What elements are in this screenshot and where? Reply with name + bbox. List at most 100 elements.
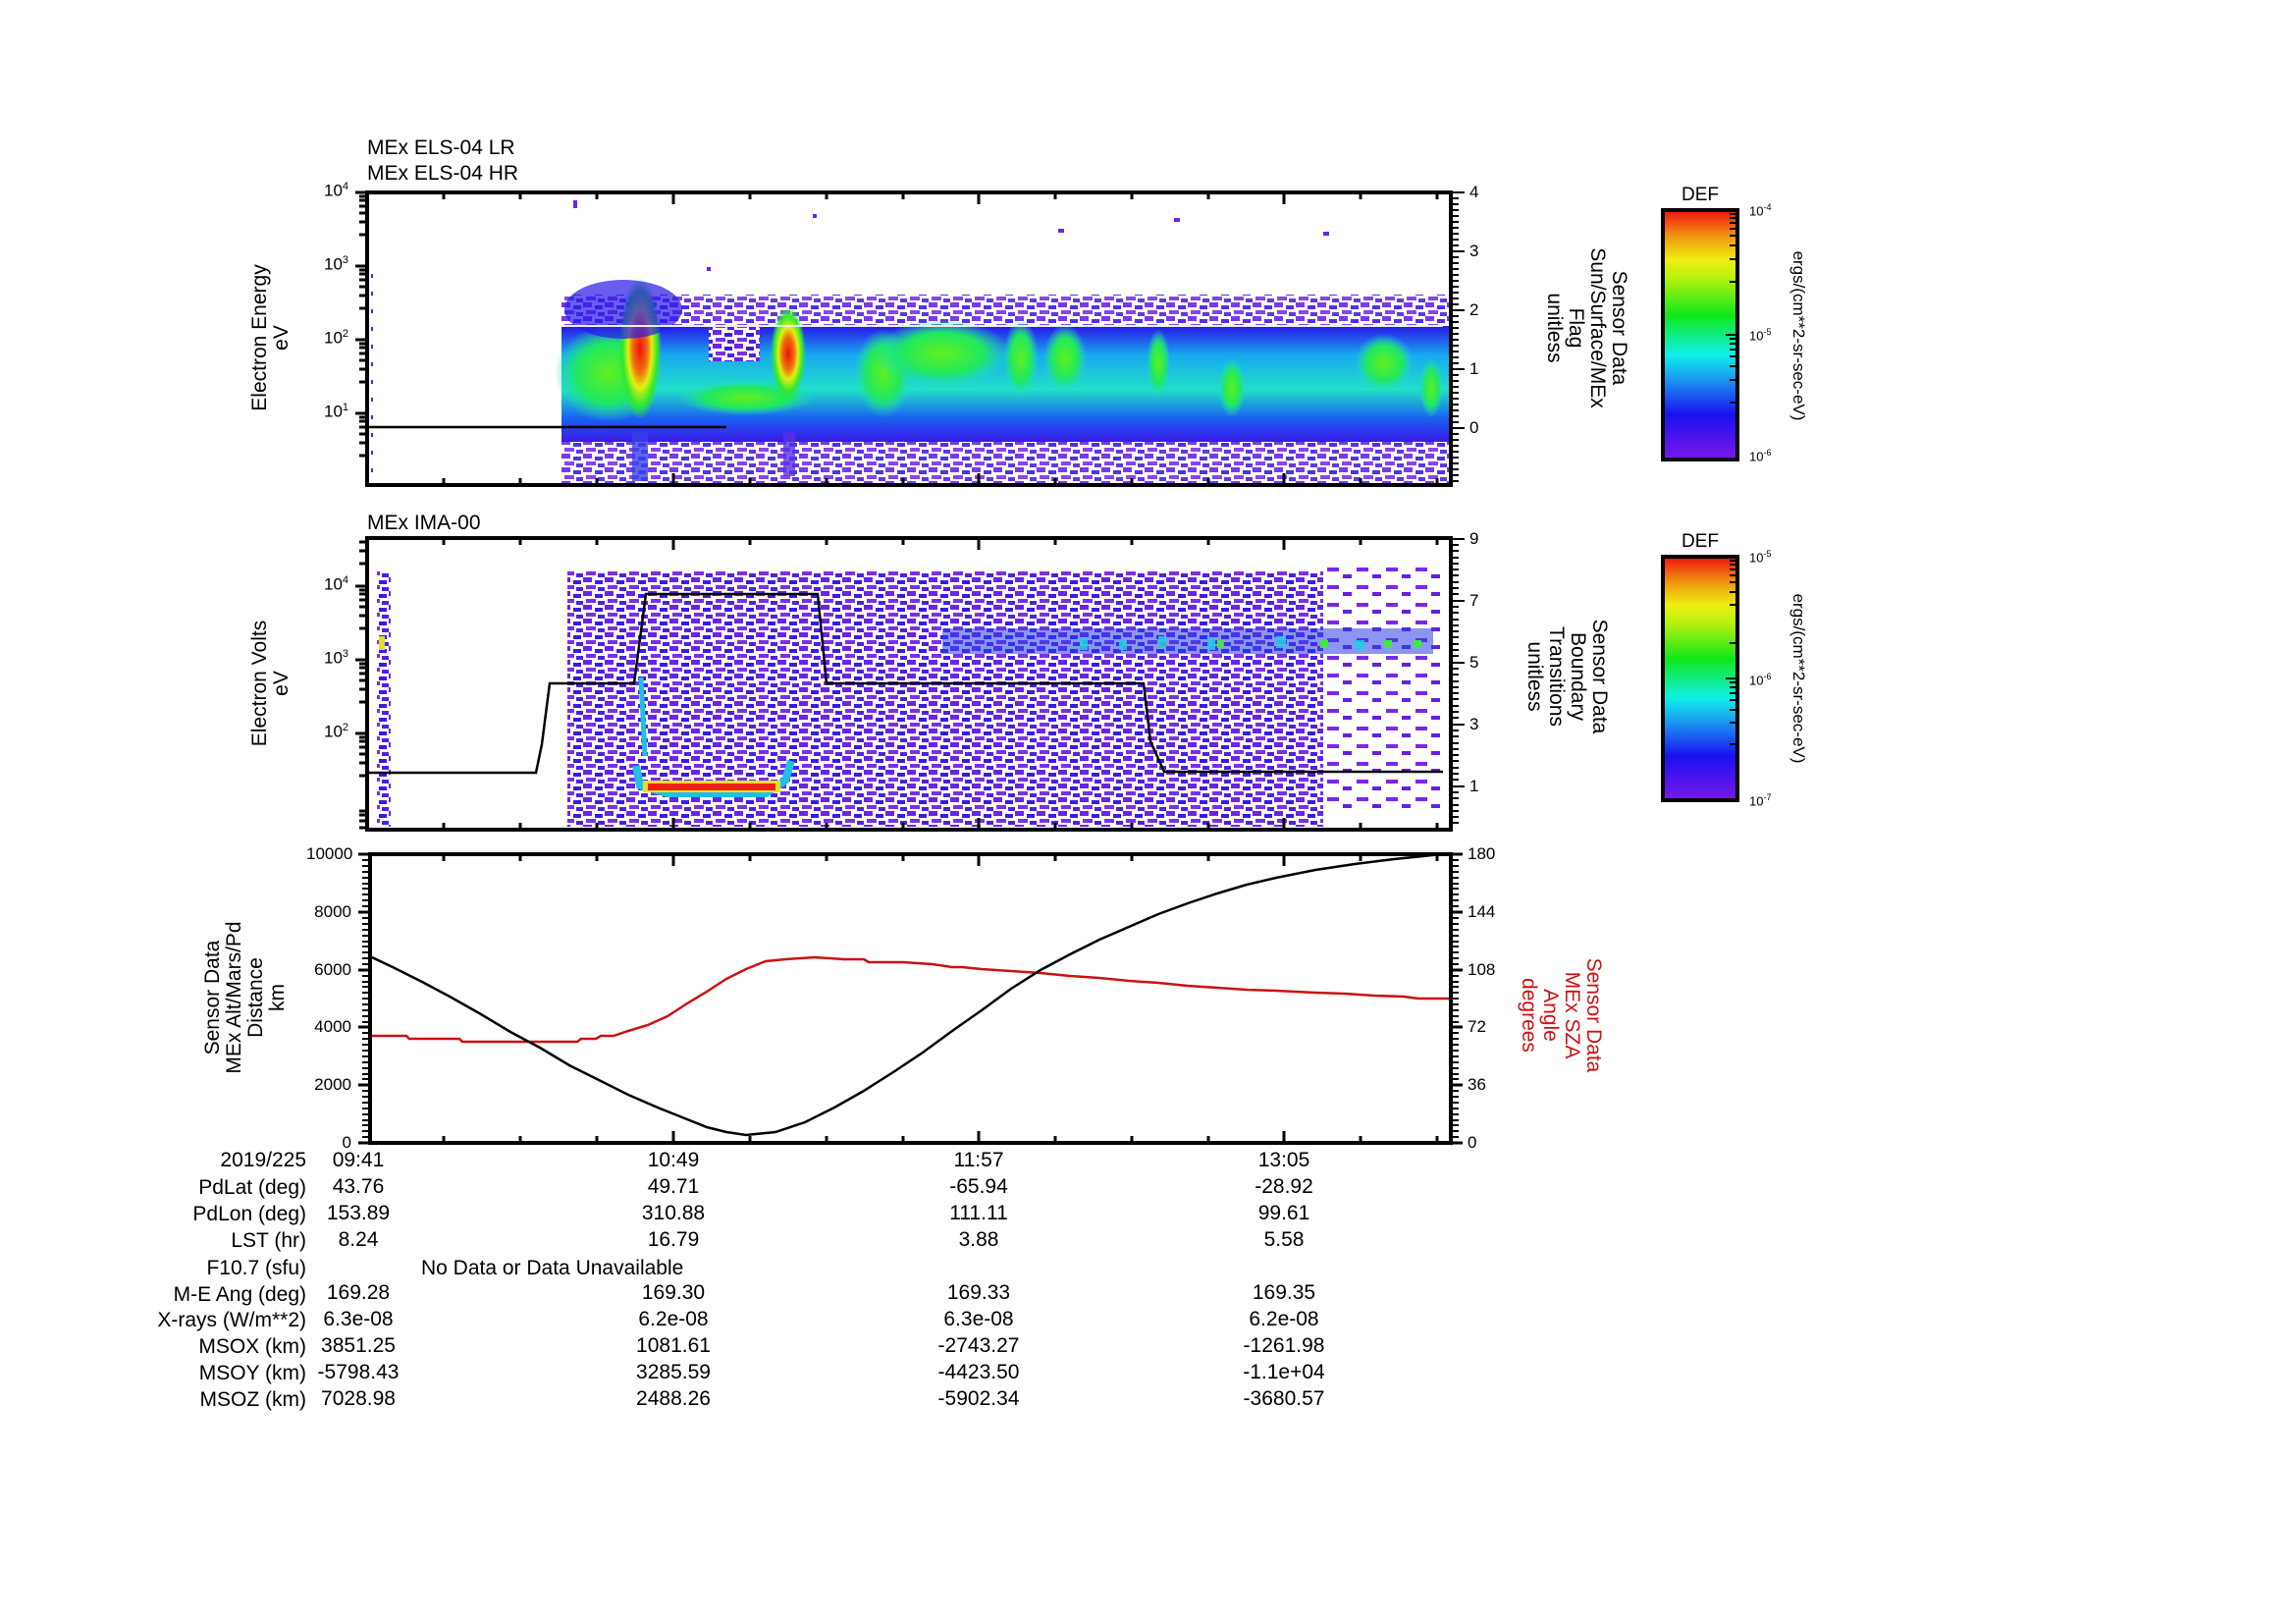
eph-val: 6.3e-08: [323, 1308, 394, 1330]
eph-label-f107: F10.7 (sfu): [206, 1257, 306, 1279]
colorbar1-title: DEF: [1682, 185, 1719, 205]
panel1-rlabel-line2: Sun/Surface/MEx: [1586, 247, 1609, 408]
panel1-right-minor-ticks: [1451, 197, 1459, 482]
panel3-line-plot: [370, 851, 1451, 1143]
panel3-left-ticks: [358, 852, 370, 1145]
eph-label-msox: MSOX (km): [198, 1335, 306, 1358]
panel2-right-axis-label: Sensor Data Boundary Transitions unitles…: [1523, 568, 1611, 784]
panel3-ytick-4000: 4000: [314, 1017, 351, 1036]
eph-val: 2488.26: [636, 1387, 711, 1410]
colorbar2-title: DEF: [1682, 531, 1719, 552]
panel2-rtick-7: 7: [1469, 591, 1479, 610]
eph-label-lst: LST (hr): [231, 1229, 306, 1252]
panel3-ytick-0: 0: [342, 1133, 351, 1152]
eph-val: 310.88: [641, 1202, 706, 1224]
eph-val: -5798.43: [317, 1361, 400, 1383]
eph-column-1305: 13:05 -28.92 99.61 5.58 169.35 6.2e-08 -…: [1225, 1149, 1343, 1414]
panel1-rtick-2: 2: [1469, 300, 1479, 319]
eph-val: 8.24: [338, 1228, 379, 1251]
panel3-y-axis-label: Sensor Data MEx Alt/Mars/Pd Distance km: [201, 890, 289, 1106]
panel1-spectrogram: [367, 192, 1451, 485]
panel3-rtick-36: 36: [1468, 1075, 1486, 1094]
colorbar1-top-tick: 10-4: [1749, 202, 1772, 219]
eph-val: 169.33: [946, 1281, 1011, 1304]
eph-label-msoy: MSOY (km): [198, 1362, 306, 1384]
panel3-rlabel-line3: Angle: [1539, 989, 1562, 1042]
eph-val: 49.71: [647, 1175, 700, 1198]
panel1-ytick-1e1: 101: [324, 402, 349, 421]
colorbar1-units: ergs/(cm**2-sr-sec-eV): [1789, 250, 1808, 421]
panel3-rlabel-line2: MEx SZA: [1561, 971, 1583, 1059]
colorbar2-top-tick: 10-5: [1749, 549, 1772, 566]
panel3-left-minor-ticks: [362, 859, 370, 1138]
colorbar2-bottom-tick: 10-7: [1749, 792, 1772, 809]
eph-val: 111.11: [949, 1202, 1008, 1224]
panel2-rtick-5: 5: [1469, 653, 1479, 672]
eph-val: 10:49: [647, 1149, 700, 1171]
eph-val: -65.94: [949, 1175, 1008, 1198]
eph-val: 13:05: [1257, 1149, 1310, 1171]
eph-val: 16.79: [647, 1228, 700, 1251]
eph-label-me-ang: M-E Ang (deg): [173, 1283, 306, 1306]
panel2-rlabel-line1: Sensor Data: [1588, 619, 1611, 734]
panel3-ylabel-line3: Distance: [244, 957, 267, 1038]
panel1-rtick-3: 3: [1469, 242, 1479, 260]
colorbar1-bottom-tick: 10-6: [1749, 448, 1772, 464]
eph-label-msoz: MSOZ (km): [199, 1388, 306, 1411]
panel3-ytick-6000: 6000: [314, 960, 351, 979]
panel3-x-ticks: [442, 854, 1439, 1143]
colorbar1-mid-tick: 10-5: [1749, 327, 1772, 344]
eph-val: [1225, 1255, 1343, 1281]
panel2-rlabel-line2: Boundary: [1567, 632, 1589, 721]
panel1-ytick-1e3: 103: [324, 254, 349, 274]
eph-label-xrays: X-rays (W/m**2): [157, 1309, 306, 1331]
altitude-line: [371, 851, 1450, 1137]
panel3-right-minor-ticks: [1451, 859, 1459, 1138]
panel3-right-ticks: [1451, 852, 1463, 1145]
eph-column-1049: 10:49 49.71 310.88 16.79 169.30 6.2e-08 …: [614, 1149, 732, 1414]
panel2-x-ticks: [442, 538, 1439, 830]
panel3-ylabel-line4: km: [266, 984, 289, 1011]
panel1-title-hr: MEx ELS-04 HR: [367, 162, 519, 185]
panel1-title-lr: MEx ELS-04 LR: [367, 136, 515, 159]
colorbar2-mid-tick: 10-6: [1749, 672, 1772, 688]
panel3-right-axis-label: Sensor Data MEx SZA Angle degrees: [1518, 927, 1605, 1104]
eph-val: [920, 1255, 1038, 1281]
panel2-rtick-3: 3: [1469, 715, 1479, 733]
panel2-title: MEx IMA-00: [367, 512, 481, 534]
eph-val: 169.35: [1252, 1281, 1316, 1304]
panel2-rtick-9: 9: [1469, 529, 1479, 548]
panel2-rlabel-line4: unitless: [1523, 641, 1546, 712]
panel1-rtick-4: 4: [1469, 183, 1479, 201]
panel1-rlabel-line3: Flag: [1565, 307, 1587, 349]
panel3-ytick-10000: 10000: [306, 844, 353, 863]
panel1-left-ticks: [355, 190, 367, 458]
colorbar2-units: ergs/(cm**2-sr-sec-eV): [1789, 593, 1808, 764]
panel2-frame: [365, 536, 1453, 832]
sza-line: [372, 955, 1449, 1044]
panel1-rtick-0: 0: [1469, 418, 1479, 437]
panel3-rtick-144: 144: [1468, 902, 1496, 921]
eph-val: 99.61: [1257, 1202, 1310, 1224]
panel3-ytick-8000: 8000: [314, 902, 351, 921]
eph-val: -3680.57: [1243, 1387, 1325, 1410]
panel3-rtick-108: 108: [1468, 960, 1496, 979]
eph-label-pdlat: PdLat (deg): [198, 1176, 306, 1199]
panel2-right-minor-ticks: [1451, 544, 1459, 824]
eph-val: -2743.27: [937, 1334, 1020, 1357]
eph-label-pdlon: PdLon (deg): [192, 1203, 306, 1225]
panel2-boundary-line: [369, 592, 1443, 775]
panel1-rtick-1: 1: [1469, 359, 1479, 378]
panel3-ylabel-line2: MEx Alt/Mars/Pd: [223, 921, 245, 1074]
panel2-left-ticks: [355, 540, 367, 830]
panel3-ylabel-line1: Sensor Data: [201, 940, 224, 1055]
panel2-rlabel-line3: Transitions: [1545, 626, 1568, 727]
eph-val: -5902.34: [937, 1387, 1020, 1410]
panel2-ytick-1e3: 103: [324, 648, 349, 668]
eph-val: 6.3e-08: [943, 1308, 1014, 1330]
eph-val: 3285.59: [636, 1361, 711, 1383]
panel1-rlabel-line4: unitless: [1543, 293, 1566, 363]
eph-val: -1.1e+04: [1243, 1361, 1325, 1383]
panel2-y-axis-label: Electron Volts eV: [248, 585, 293, 782]
